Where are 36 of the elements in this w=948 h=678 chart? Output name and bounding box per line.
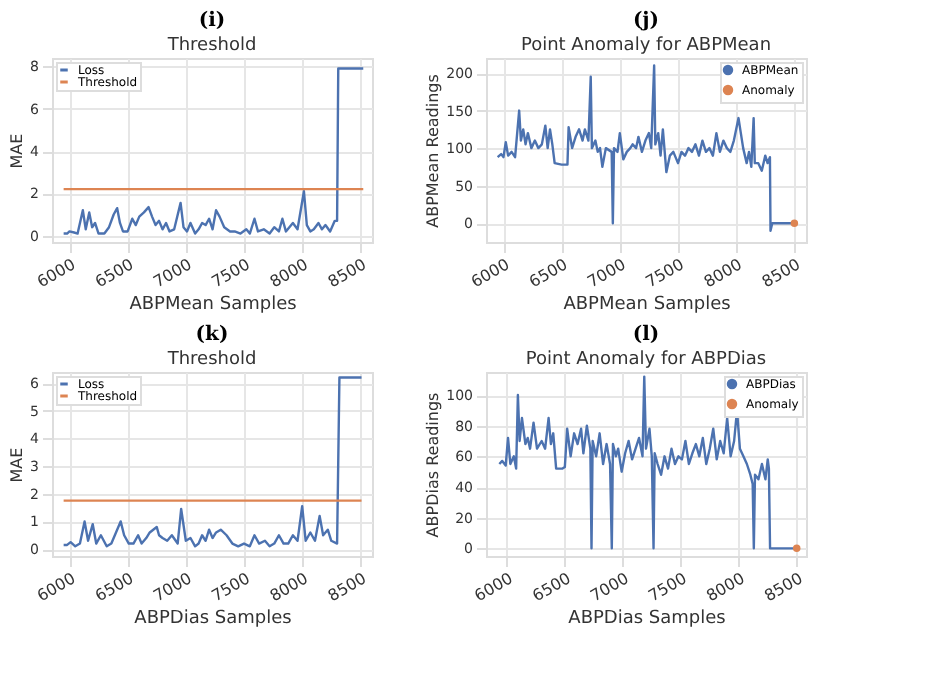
x-axis-title: ABPMean Samples <box>563 295 732 316</box>
x-tick-label: 6500 <box>92 569 137 606</box>
chart-title: Point Anomaly for ABPDias <box>525 350 767 370</box>
line-series <box>62 67 365 235</box>
x-tick-label: 7500 <box>645 569 690 606</box>
x-tick-label: 7000 <box>150 569 195 606</box>
text: (j) <box>632 10 660 32</box>
y-axis-title: ABPMean Readings <box>424 74 443 228</box>
x-tick-label: 7500 <box>208 569 253 606</box>
line-series <box>496 64 796 232</box>
line-series <box>498 375 798 550</box>
line-series <box>62 376 363 548</box>
x-tick-label: 6000 <box>468 255 513 292</box>
x-tick-label: 6500 <box>92 255 137 292</box>
y-axis-title: ABPDias Readings <box>424 392 443 538</box>
x-tick-label: 6000 <box>34 255 79 292</box>
x-tick-label: 7000 <box>150 255 195 292</box>
x-tick-label: 6000 <box>471 569 516 606</box>
y-axis-title: MAE <box>8 447 27 483</box>
text: (l) <box>632 324 660 346</box>
x-tick-label: 7000 <box>587 569 632 606</box>
chart-title: Threshold <box>165 350 257 370</box>
text: (k) <box>195 324 229 346</box>
x-tick-label: 6000 <box>34 569 79 606</box>
x-tick-label: 7000 <box>584 255 629 292</box>
x-tick-label: 7500 <box>208 255 253 292</box>
chart-title: Point Anomaly for ABPMean <box>520 36 772 56</box>
y-axis-title: MAE <box>8 133 27 169</box>
text: (i) <box>198 10 226 32</box>
x-axis-title: ABPDias Samples <box>134 609 293 630</box>
x-tick-label: 7500 <box>642 255 687 292</box>
x-tick-label: 6500 <box>526 255 571 292</box>
chart-title: Threshold <box>165 36 257 56</box>
x-tick-label: 6500 <box>529 569 574 606</box>
x-axis-title: ABPMean Samples <box>129 295 298 316</box>
x-axis-title: ABPDias Samples <box>568 609 727 630</box>
